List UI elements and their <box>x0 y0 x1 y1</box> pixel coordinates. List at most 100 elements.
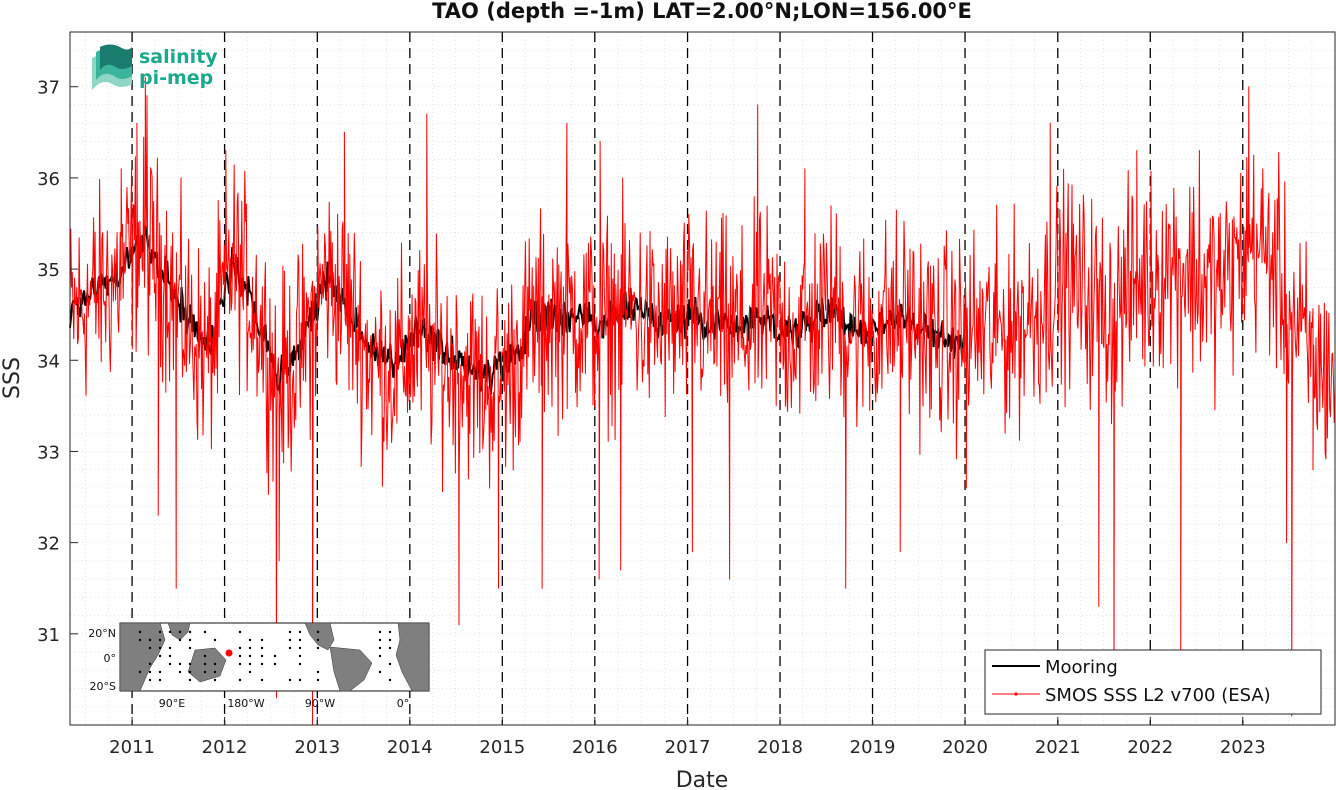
x-tick-label: 2021 <box>1035 737 1081 758</box>
inset-station-dot <box>178 670 182 674</box>
inset-station-dot <box>178 638 182 642</box>
inset-lon-label-90e: 90°E <box>159 697 185 710</box>
inset-station-dot <box>238 662 242 666</box>
inset-station-dot <box>148 662 152 666</box>
inset-lon-label-90w: 90°W <box>305 697 335 710</box>
x-axis-label: Date <box>676 768 729 790</box>
inset-station-dot <box>213 662 217 666</box>
inset-station-dot <box>298 630 302 634</box>
inset-lat-label-eq: 0° <box>104 652 117 665</box>
x-tick-label: 2019 <box>850 737 896 758</box>
inset-station-dot <box>188 670 192 674</box>
grid <box>70 32 1335 725</box>
chart-title: TAO (depth =-1m) LAT=2.00°N;LON=156.00°E <box>432 0 972 23</box>
salinity-pi-mep-logo: salinity pi-mep <box>92 44 218 90</box>
y-axis-label: SSS <box>0 357 25 399</box>
inset-station-dot <box>288 678 292 682</box>
x-tick-label: 2020 <box>942 737 988 758</box>
inset-station-dot <box>298 678 302 682</box>
inset-station-dot <box>148 678 152 682</box>
inset-station-dot <box>188 678 192 682</box>
logo-wave-icon <box>92 44 132 90</box>
inset-station-dot <box>148 646 152 650</box>
inset-station-dot <box>238 646 242 650</box>
inset-station-dot <box>378 630 382 634</box>
inset-station-dot <box>273 654 277 658</box>
inset-station-dot <box>138 670 142 674</box>
x-tick-label: 2023 <box>1220 737 1266 758</box>
inset-station-dot <box>260 646 264 650</box>
inset-station-dot <box>148 638 152 642</box>
inset-station-dot <box>388 678 392 682</box>
inset-station-dot <box>213 638 217 642</box>
y-tick-label: 31 <box>37 625 60 646</box>
tick-labels: 2011 2012 2013 2014 2015 2016 2017 2018 2019 2020… <box>37 78 1266 758</box>
inset-station-dot <box>260 678 264 682</box>
legend: Mooring SMOS SSS L2 v700 (ESA) <box>984 649 1322 715</box>
inset-station-dot <box>213 670 217 674</box>
inset-station-dot <box>388 630 392 634</box>
series-line-smos <box>69 77 1336 726</box>
inset-station-dot <box>298 646 302 650</box>
inset-station-dot <box>158 678 162 682</box>
inset-station-dot <box>158 654 162 658</box>
x-tick-label: 2012 <box>202 737 248 758</box>
legend-box <box>984 649 1322 715</box>
inset-station-dot <box>298 662 302 666</box>
x-tick-label: 2022 <box>1127 737 1173 758</box>
logo-line-2: pi-mep <box>139 67 213 89</box>
inset-station-dot <box>203 654 207 658</box>
inset-station-dot <box>188 662 192 666</box>
inset-station-dot <box>188 638 192 642</box>
inset-station-dot <box>188 646 192 650</box>
inset-station-dot <box>316 646 320 650</box>
inset-station-dot <box>178 630 182 634</box>
inset-station-dot <box>378 638 382 642</box>
y-tick-label: 36 <box>37 169 60 190</box>
inset-station-dot <box>260 662 264 666</box>
y-tick-label: 35 <box>37 260 60 281</box>
inset-station-dot <box>298 654 302 658</box>
inset-station-dot <box>203 662 207 666</box>
inset-station-dot <box>203 630 207 634</box>
inset-station-dot <box>248 654 252 658</box>
inset-station-dot <box>248 670 252 674</box>
inset-station-dot <box>260 654 264 658</box>
inset-station-dot <box>158 638 162 642</box>
inset-station-dot <box>316 678 320 682</box>
x-tick-label: 2015 <box>479 737 525 758</box>
y-tick-label: 33 <box>37 442 60 463</box>
logo-line-1: salinity <box>139 46 218 68</box>
inset-station-dot <box>203 670 207 674</box>
inset-lat-label-20n: 20°N <box>88 627 116 640</box>
inset-station-dot <box>213 678 217 682</box>
x-tick-label: 2018 <box>757 737 803 758</box>
inset-station-dot <box>178 662 182 666</box>
legend-marker-smos <box>1014 692 1018 696</box>
y-tick-label: 37 <box>37 78 60 99</box>
inset-station-dot <box>148 670 152 674</box>
inset-lat-label-20s: 20°S <box>90 680 116 693</box>
inset-station-dot <box>158 646 162 650</box>
inset-station-dot <box>138 630 142 634</box>
inset-station-dot <box>298 638 302 642</box>
inset-station-dot <box>273 662 277 666</box>
x-tick-label: 2013 <box>294 737 340 758</box>
inset-station-dot <box>288 646 292 650</box>
series-group <box>69 77 1336 726</box>
x-tick-label: 2017 <box>665 737 711 758</box>
legend-label-mooring: Mooring <box>1045 657 1118 678</box>
inset-station-dot <box>138 638 142 642</box>
inset-station-dot <box>158 630 162 634</box>
inset-station-dot <box>388 638 392 642</box>
inset-station-dot <box>388 662 392 666</box>
inset-station-dot <box>158 670 162 674</box>
inset-station-dot <box>316 630 320 634</box>
y-tick-label: 34 <box>37 351 60 372</box>
inset-station-dot <box>248 646 252 650</box>
inset-station-dot <box>260 638 264 642</box>
inset-station-dot <box>168 654 172 658</box>
inset-location-map: 20°N 0° 20°S 90°E 180°W 90°W 0° <box>88 622 430 710</box>
inset-station-dot <box>238 630 242 634</box>
